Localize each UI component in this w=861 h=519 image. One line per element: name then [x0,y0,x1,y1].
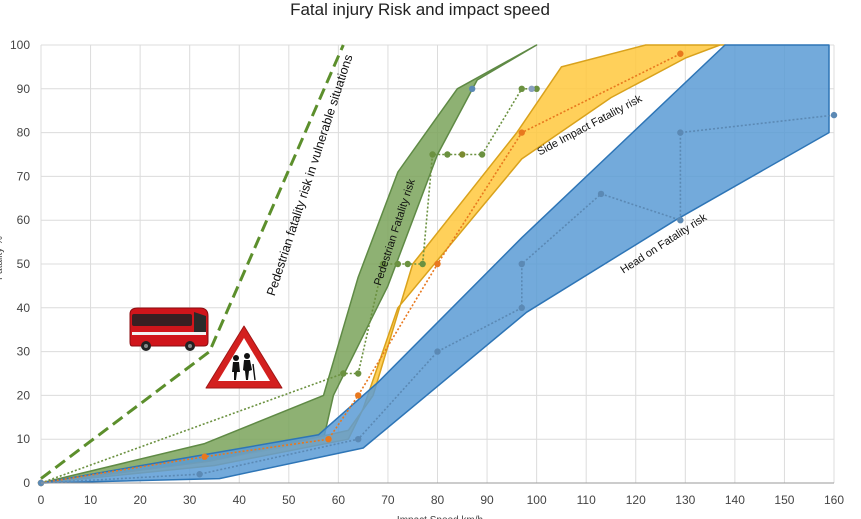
data-point [325,436,332,443]
x-tick-label: 80 [431,493,445,507]
data-point [404,260,411,268]
data-point [478,151,486,158]
data-point [394,260,402,268]
data-point [429,151,436,158]
x-tick-label: 120 [626,493,646,507]
x-tick-label: 40 [233,493,247,507]
data-point [677,129,684,136]
data-point [518,260,525,268]
data-point [518,129,525,136]
y-tick-label: 40 [17,301,31,315]
x-tick-label: 150 [774,493,794,507]
data-point [468,85,476,93]
x-axis-title: Impact Speed km/h [397,515,483,519]
series-line [40,114,835,484]
data-point [355,392,362,399]
x-tick-label: 160 [824,493,844,507]
data-point [528,85,535,93]
data-point [434,348,441,355]
y-tick-label: 10 [17,432,31,446]
y-tick-label: 80 [17,126,31,140]
vulnerable-pedestrian-curve [40,44,345,480]
data-point [677,217,684,224]
data-point [419,260,426,268]
data-point [459,151,466,158]
y-tick-label: 0 [23,476,30,490]
bus-icon [129,307,209,351]
data-point [340,370,347,377]
y-tick-label: 100 [10,38,30,52]
x-tick-label: 110 [577,493,596,507]
y-tick-label: 90 [17,82,31,96]
y-tick-label: 20 [17,388,31,402]
x-tick-label: 90 [480,493,494,507]
data-point [597,190,605,198]
x-tick-label: 0 [38,493,45,507]
data-point [379,260,387,268]
data-point [355,436,362,443]
data-point [518,85,525,93]
data-point [677,50,684,57]
data-point [355,370,362,377]
x-tick-label: 70 [381,493,395,507]
annotation-label: Pedestrian fatality risk in vulnerable s… [264,53,355,298]
series-line-dashed [40,44,345,480]
risk-bands [40,44,830,484]
y-tick-label: 50 [17,257,31,271]
y-axis-title: Fatality % [0,236,5,280]
x-tick-label: 20 [133,493,147,507]
band [40,44,830,484]
elderly-crossing-warning-icon [205,325,283,389]
y-tick-label: 60 [17,213,31,227]
x-tick-label: 50 [282,493,296,507]
x-tick-label: 140 [725,493,745,507]
data-point [201,453,208,460]
data-point [518,304,525,311]
chart-title: Fatal injury Risk and impact speed [290,0,550,19]
data-point [434,260,441,268]
data-point [196,471,203,478]
x-tick-label: 60 [332,493,346,507]
data-point [830,111,838,119]
x-tick-label: 130 [675,493,695,507]
x-tick-label: 30 [183,493,197,507]
y-tick-label: 30 [17,345,31,359]
y-tick-label: 70 [17,169,31,183]
x-tick-label: 10 [84,493,98,507]
data-point [533,85,540,93]
data-points [37,50,838,487]
tick-labels: 0 10 20 30 40 50 60 70 80 90 100 110 120 130 140 150 160… [0,38,844,519]
data-point [444,151,451,158]
x-tick-label: 100 [527,493,547,507]
